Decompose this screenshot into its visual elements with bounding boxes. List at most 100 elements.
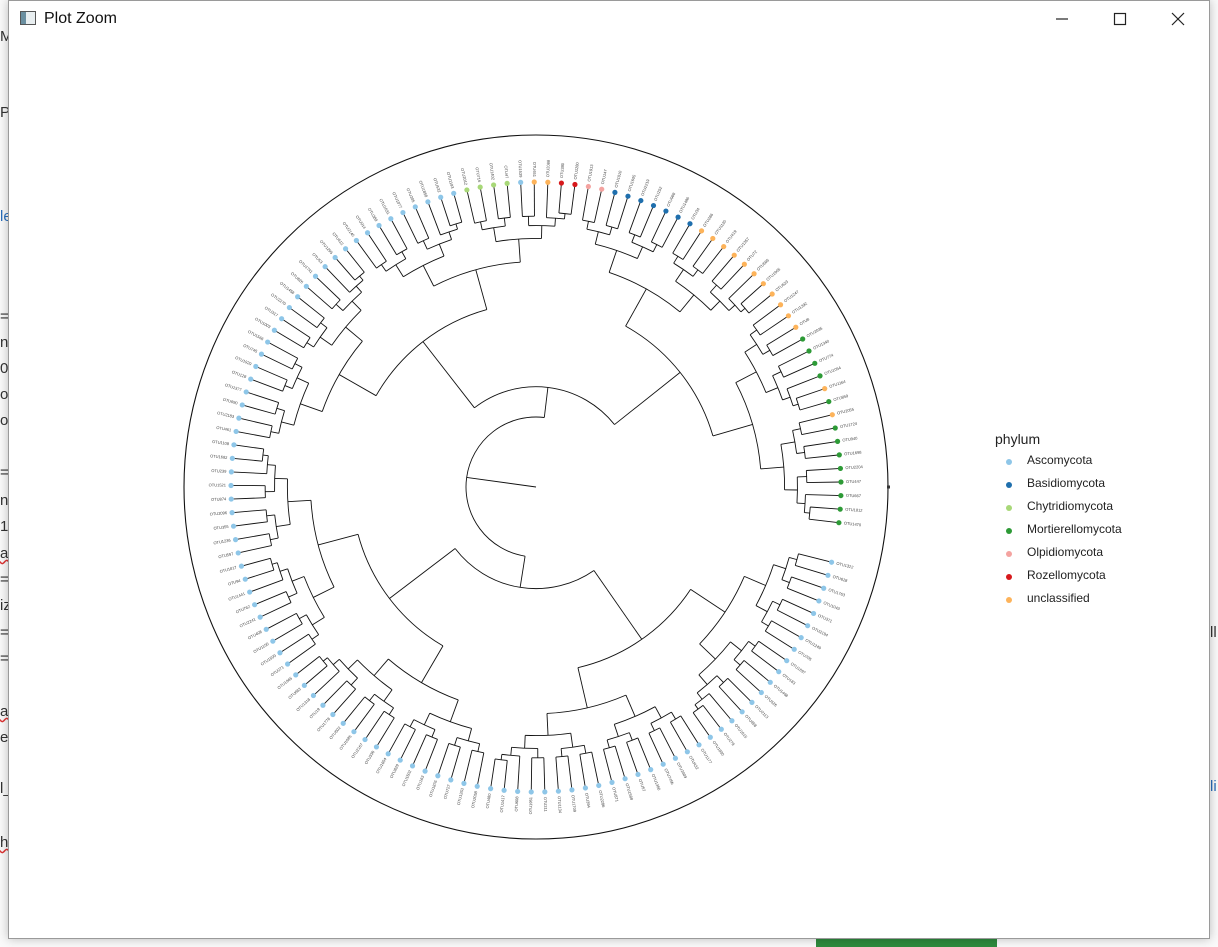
- tree-branch: [287, 499, 312, 503]
- tree-branch: [288, 592, 298, 598]
- tree-tip-label: OTU526: [764, 694, 779, 708]
- tree-root-branch: [466, 476, 537, 488]
- close-button[interactable]: [1149, 1, 1207, 37]
- tree-tip-point: [461, 780, 467, 786]
- tree-branch: [250, 378, 283, 392]
- tree-branch: [799, 401, 829, 411]
- tree-branch: [716, 675, 724, 683]
- tree-branch: [475, 269, 488, 310]
- title-bar[interactable]: Plot Zoom: [9, 1, 1209, 37]
- tree-tip-point: [625, 193, 631, 199]
- tree-tip-label: OTU2088: [545, 159, 551, 177]
- tree-branch: [792, 428, 801, 431]
- tree-branch: [806, 467, 841, 471]
- tree-branch: [276, 407, 285, 412]
- tree-tip-label: OTU355: [213, 524, 229, 531]
- tree-tip-label: OTU8: [799, 316, 811, 326]
- tree-branch: [699, 643, 716, 660]
- tree-tip-label: OTU774: [818, 352, 835, 363]
- tree-tip-label: OTU47: [503, 165, 509, 179]
- tree-tip-label: OTU1502: [401, 769, 413, 788]
- tree-tip-point: [491, 182, 497, 188]
- tree-tip-point: [599, 186, 605, 192]
- tree-branch: [609, 226, 613, 235]
- tree-tip-point: [741, 261, 747, 267]
- tree-branch: [304, 665, 328, 686]
- tree-tip-label: OTU1150: [252, 641, 270, 654]
- tree-branch: [733, 659, 741, 666]
- background-fragment: le: [0, 208, 12, 225]
- tree-branch: [718, 686, 743, 713]
- tree-branch: [765, 387, 779, 393]
- tree-branch: [702, 705, 722, 730]
- tree-branch: [606, 739, 610, 748]
- tree-tip-label: OTU1778: [316, 716, 332, 733]
- tree-tip-label: OTU1417: [499, 794, 506, 813]
- tree-tip-label: OTU1741: [298, 259, 315, 275]
- tree-branch: [727, 677, 753, 703]
- minimize-button[interactable]: [1033, 1, 1091, 37]
- tree-tip-point: [376, 222, 382, 229]
- tree-branch: [231, 471, 267, 475]
- tree-tip-label: OTU1817: [219, 564, 238, 574]
- tree-tip-point: [438, 194, 444, 200]
- legend-label: Ascomycota: [1027, 453, 1093, 467]
- tree-branch: [519, 556, 526, 588]
- tree-tip-point: [760, 281, 766, 287]
- tree-branch: [335, 303, 344, 311]
- tree-branch: [628, 200, 642, 233]
- tree-tip-label: OTU1357: [735, 236, 751, 253]
- tree-branch: [311, 634, 319, 640]
- tree-branch: [690, 589, 726, 613]
- tree-tip-point: [435, 773, 441, 779]
- tree-branch: [518, 238, 521, 263]
- tree-branch: [543, 387, 549, 418]
- tree-tip-point: [660, 761, 666, 767]
- tree-tip-label: OTU1280: [573, 161, 580, 180]
- tree-tip-point: [798, 635, 804, 641]
- tree-tip-point: [767, 679, 773, 685]
- tree-branch: [792, 403, 799, 407]
- tree-tip-label: OTU1108: [212, 439, 230, 446]
- tree-tip-point: [397, 757, 403, 763]
- tree-branch: [389, 548, 456, 599]
- tree-branch: [262, 454, 269, 457]
- tree-tip-point: [364, 230, 371, 236]
- tree-branch: [355, 285, 362, 293]
- tree-branch: [274, 329, 304, 349]
- tree-branch: [752, 304, 781, 326]
- tree-branch: [771, 620, 802, 639]
- tree-branch: [249, 579, 284, 593]
- background-fragment: e: [0, 729, 9, 746]
- tree-branch: [387, 723, 406, 755]
- tree-tip-label: OTU57: [638, 778, 647, 793]
- tree-branch: [422, 341, 475, 409]
- tree-branch: [233, 521, 268, 527]
- tree-tip-label: OTU2140: [342, 221, 357, 239]
- tree-tip-point: [263, 626, 269, 632]
- tree-tip-point: [239, 402, 245, 408]
- tree-tip-point: [515, 788, 521, 795]
- tree-branch: [748, 641, 756, 647]
- tree-tip-point: [837, 465, 844, 472]
- tree-tip-label: OTU1605: [627, 173, 637, 192]
- tree-branch: [680, 715, 700, 746]
- tree-tip-point: [265, 339, 271, 345]
- tree-branch: [786, 375, 821, 390]
- tree-branch: [801, 427, 836, 436]
- tree-tip-point: [312, 273, 319, 279]
- tree-tip-label: OTU1054: [824, 365, 843, 376]
- tree-tip-label: OTU1905: [765, 266, 782, 282]
- tree-tip-point: [821, 585, 827, 591]
- tree-tip-point: [464, 187, 470, 193]
- tree-tip-label: OTU914: [355, 214, 368, 230]
- tree-tip-label: OTU1521: [209, 482, 227, 487]
- tree-tip-label: OTU2286: [598, 790, 607, 809]
- tree-branch: [318, 533, 359, 546]
- tree-tip-point: [257, 614, 263, 620]
- tree-branch: [591, 751, 600, 786]
- tree-branch: [546, 713, 549, 736]
- maximize-button[interactable]: [1091, 1, 1149, 37]
- tree-branch: [401, 251, 407, 259]
- tree-tip-label: OTU1599: [260, 653, 278, 667]
